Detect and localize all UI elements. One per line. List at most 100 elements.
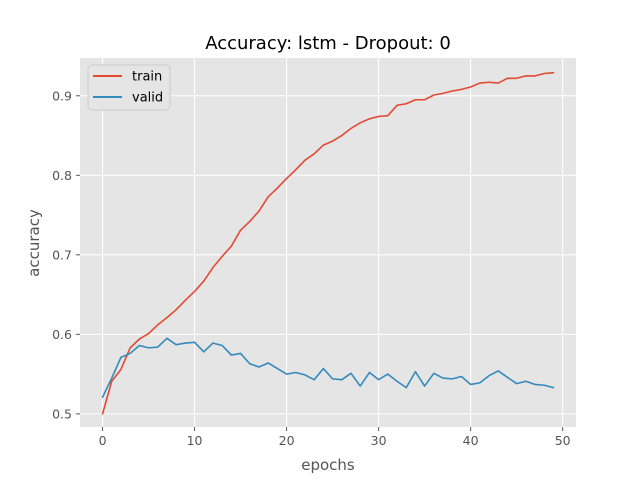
data-point-valid [101,396,104,398]
data-point-valid [138,344,140,347]
data-point-train [479,82,481,84]
data-point-valid [488,375,490,377]
data-point-train [147,332,150,335]
data-point-train [322,144,324,146]
data-point-valid [295,371,297,374]
data-point-valid [433,372,435,374]
data-point-valid [414,371,417,373]
data-point-train [258,210,260,212]
data-point-valid [451,378,453,380]
x-axis-label: epochs [301,456,355,474]
data-point-train [488,81,490,83]
data-point-valid [387,373,389,375]
y-tick-label: 0.5 [52,406,72,421]
chart-title: Accuracy: lstm - Dropout: 0 [205,33,451,54]
data-point-valid [359,385,361,387]
data-point-valid [525,380,527,382]
series-line-train [101,71,555,415]
data-point-train [396,104,398,106]
data-point-train [387,115,389,117]
plot-area [80,58,576,427]
data-point-valid [175,344,177,346]
data-point-train [451,90,453,92]
data-point-valid [249,363,251,365]
data-point-train [525,75,527,77]
x-tick-label: 30 [371,433,387,448]
data-point-valid [157,346,159,348]
data-point-valid [203,351,205,353]
data-point-train [166,317,168,319]
x-tick-label: 50 [555,433,571,448]
data-point-valid [193,341,196,343]
data-point-valid [405,387,407,389]
data-point-train [442,92,444,94]
data-point-valid [258,366,260,368]
data-point-valid [424,385,426,387]
data-point-train [424,99,426,101]
data-point-train [543,72,545,75]
data-point-train [276,187,278,189]
data-point-train [239,229,242,231]
y-tick-label: 0.6 [52,327,72,342]
data-point-train [157,324,159,326]
x-tick-label: 10 [187,433,203,448]
data-point-train [101,413,104,415]
data-point-valid [442,377,444,379]
data-point-valid [129,352,131,355]
data-point-train [470,86,472,88]
data-point-valid [534,383,536,386]
data-point-valid [313,379,315,381]
axis-ticks: 0 10 20 30 40 50 0.5 0.6 0.7 0.8 0.9 [52,88,571,448]
data-point-train [285,177,288,180]
data-point-train [552,72,555,74]
data-point-valid [304,374,306,376]
data-point-valid [497,370,499,372]
data-point-train [460,88,463,91]
series-line-valid [101,337,555,398]
data-point-train [350,127,352,129]
y-tick-label: 0.9 [52,88,72,103]
data-point-train [405,103,407,105]
y-tick-label: 0.8 [52,168,72,183]
data-point-train [138,338,140,340]
data-point-valid [543,384,545,386]
data-point-valid [239,352,242,355]
data-point-train [506,77,509,79]
data-point-valid [230,354,232,356]
data-point-train [332,140,334,142]
legend-label-valid: valid [132,91,163,106]
data-point-valid [552,387,555,389]
data-point-train [212,266,214,269]
data-point-train [516,77,518,79]
legend-label-train: train [132,70,162,85]
data-point-valid [285,373,288,375]
series-lines [101,71,555,415]
y-axis-label: accuracy [25,209,43,277]
data-point-train [359,122,361,124]
data-point-valid [341,379,343,381]
data-point-valid [350,372,352,374]
data-point-valid [147,347,150,349]
data-point-train [129,347,131,349]
data-point-valid [166,337,168,339]
data-point-valid [516,383,518,385]
data-point-valid [276,367,278,370]
grid-lines [80,58,576,427]
data-point-train [230,245,232,247]
data-point-valid [378,379,380,381]
x-tick-label: 20 [279,433,295,448]
data-point-train [221,255,223,258]
data-point-train [184,299,186,301]
data-point-train [368,118,371,120]
data-point-valid [267,362,269,364]
data-point-train [295,169,297,171]
data-point-train [267,196,269,198]
data-point-valid [332,378,334,380]
data-point-train [120,368,122,370]
data-point-train [203,280,205,282]
data-point-valid [221,344,223,347]
data-point-train [414,99,417,101]
x-tick-label: 40 [463,433,479,448]
data-point-valid [460,375,463,378]
